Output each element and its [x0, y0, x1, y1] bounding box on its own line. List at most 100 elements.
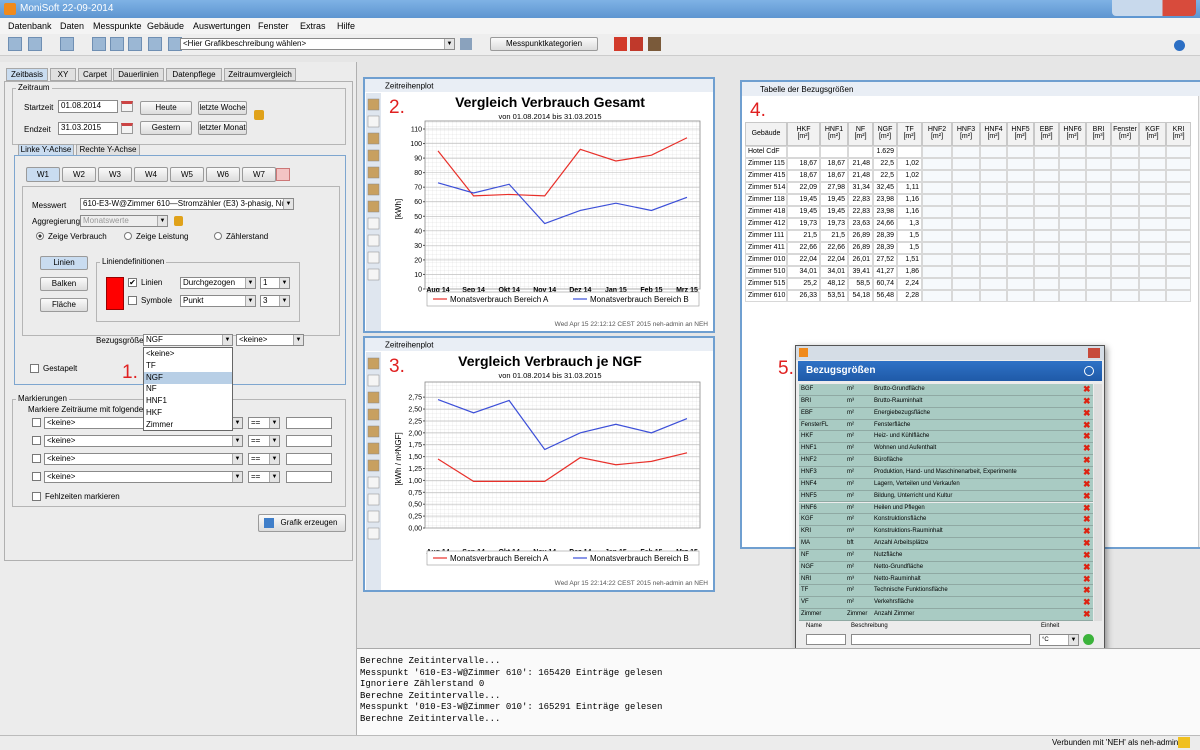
- dropdown-option[interactable]: <keine>: [146, 349, 175, 358]
- toolbar-icon[interactable]: [128, 37, 142, 51]
- delete-icon[interactable]: ✖: [1083, 597, 1091, 608]
- categories-button[interactable]: Messpunktkategorien: [490, 37, 598, 51]
- style-button[interactable]: Balken: [40, 277, 88, 291]
- dropdown-arrow[interactable]: ▼: [269, 472, 279, 482]
- toolbar-icon[interactable]: [92, 37, 106, 51]
- menu-item[interactable]: Gebäude: [147, 21, 185, 31]
- reference-row[interactable]: [799, 538, 1093, 550]
- add-button[interactable]: [1083, 634, 1094, 645]
- checkbox[interactable]: [32, 436, 41, 445]
- style-button[interactable]: Linien: [40, 256, 88, 270]
- series-tab[interactable]: W7: [242, 167, 276, 182]
- delete-icon[interactable]: ✖: [1083, 573, 1091, 584]
- series-tab[interactable]: W4: [134, 167, 168, 182]
- dropdown-option[interactable]: NGF: [144, 371, 232, 384]
- delete-icon[interactable]: ✖: [1083, 549, 1091, 560]
- color-swatch[interactable]: [106, 277, 124, 310]
- eraser-icon[interactable]: [276, 168, 290, 181]
- dropdown-arrow[interactable]: ▼: [222, 335, 232, 345]
- toolbar-icon[interactable]: [110, 37, 124, 51]
- column-header[interactable]: Fenster [m²]: [1111, 122, 1139, 146]
- dropdown-arrow[interactable]: ▼: [245, 278, 255, 288]
- toolbar-icon[interactable]: [8, 37, 22, 51]
- dropdown-option[interactable]: HKF: [146, 408, 162, 417]
- mark-field-select[interactable]: <keine>: [44, 435, 243, 447]
- reference-row[interactable]: [799, 597, 1093, 610]
- dropdown-option[interactable]: TF: [146, 360, 156, 370]
- delete-icon[interactable]: ✖: [1083, 455, 1091, 466]
- radio-label[interactable]: Zeige Leistung: [136, 232, 189, 241]
- radio-label[interactable]: Zeige Verbrauch: [48, 232, 107, 241]
- delete-icon[interactable]: ✖: [1083, 419, 1091, 430]
- dropdown-arrow[interactable]: ▼: [269, 418, 279, 428]
- create-chart-button[interactable]: Grafik erzeugen: [258, 514, 346, 532]
- period-button[interactable]: letzter Monat: [198, 121, 247, 135]
- reference-row[interactable]: [799, 561, 1093, 574]
- column-header[interactable]: TF [m²]: [897, 122, 922, 146]
- dropdown-arrow[interactable]: ▼: [232, 454, 242, 464]
- calendar-icon[interactable]: [121, 101, 133, 112]
- export-icon[interactable]: [614, 37, 627, 51]
- delete-icon[interactable]: ✖: [1083, 538, 1091, 549]
- description-input[interactable]: [851, 634, 1031, 645]
- checkbox[interactable]: ✔: [128, 278, 137, 287]
- dropdown-arrow[interactable]: ▼: [232, 418, 242, 428]
- symbol-type-select[interactable]: Punkt: [180, 295, 256, 307]
- tab[interactable]: Zeitbasis: [6, 68, 48, 81]
- period-button[interactable]: letzte Woche: [198, 101, 247, 115]
- dropdown-arrow[interactable]: ▼: [157, 216, 167, 226]
- menu-item[interactable]: Datenbank: [8, 21, 52, 31]
- reference-row[interactable]: [799, 585, 1093, 598]
- tab[interactable]: Dauerlinien: [113, 68, 164, 81]
- reference-row[interactable]: [799, 502, 1093, 515]
- aggregation-select[interactable]: Monatswerte: [80, 215, 168, 227]
- help-icon[interactable]: [1174, 40, 1185, 51]
- checkbox[interactable]: [32, 472, 41, 481]
- delete-icon[interactable]: ✖: [1083, 502, 1091, 513]
- column-header[interactable]: HKF [m²]: [787, 122, 820, 146]
- mark-value-input[interactable]: [286, 471, 332, 483]
- column-header[interactable]: NF [m²]: [848, 122, 873, 146]
- dropdown-option[interactable]: HNF1: [146, 396, 167, 406]
- tab[interactable]: Zeitraumvergleich: [224, 68, 296, 81]
- column-header[interactable]: HNF6 [m²]: [1059, 122, 1086, 146]
- delete-icon[interactable]: ✖: [1083, 490, 1091, 501]
- reference-row[interactable]: [799, 514, 1093, 527]
- dropdown-arrow[interactable]: ▼: [279, 278, 289, 288]
- period-button[interactable]: Heute: [140, 101, 192, 115]
- line-type-select[interactable]: Durchgezogen: [180, 277, 256, 289]
- radio-button[interactable]: [124, 232, 132, 240]
- reference-row[interactable]: [799, 609, 1093, 621]
- delete-icon[interactable]: ✖: [1083, 609, 1091, 620]
- export-icon[interactable]: [648, 37, 661, 51]
- scrollbar[interactable]: [1094, 384, 1102, 621]
- scrollbar[interactable]: [1198, 96, 1200, 547]
- dropdown-arrow[interactable]: ▼: [279, 296, 289, 306]
- column-header[interactable]: HNF5 [m²]: [1007, 122, 1034, 146]
- date-input[interactable]: 31.03.2015: [58, 122, 118, 135]
- checkbox[interactable]: [32, 492, 41, 501]
- toolbar-icon[interactable]: [28, 37, 42, 51]
- delete-icon[interactable]: ✖: [1083, 431, 1091, 442]
- dropdown-arrow[interactable]: ▼: [1068, 635, 1078, 645]
- menu-item[interactable]: Hilfe: [337, 21, 356, 31]
- help-icon[interactable]: [1084, 366, 1094, 376]
- mark-value-input[interactable]: [286, 453, 332, 465]
- mark-field-select[interactable]: <keine>: [44, 453, 243, 465]
- dropdown-arrow[interactable]: ▼: [245, 296, 255, 306]
- reference-row[interactable]: [799, 573, 1093, 586]
- window-controls[interactable]: [1112, 0, 1196, 16]
- mark-value-input[interactable]: [286, 417, 332, 429]
- reference-right-select[interactable]: <keine>: [236, 334, 304, 346]
- menu-item[interactable]: Messpunkte: [93, 21, 142, 31]
- column-header[interactable]: HNF2 [m²]: [922, 122, 952, 146]
- reference-row[interactable]: [799, 466, 1093, 479]
- reference-row[interactable]: [799, 478, 1093, 491]
- checkbox[interactable]: [128, 296, 137, 305]
- checkbox[interactable]: [32, 454, 41, 463]
- checkbox[interactable]: [32, 418, 41, 427]
- tab[interactable]: Datenpflege: [166, 68, 222, 81]
- delete-icon[interactable]: ✖: [1083, 514, 1091, 525]
- series-tab[interactable]: W2: [62, 167, 96, 182]
- column-header[interactable]: NGF [m²]: [873, 122, 897, 146]
